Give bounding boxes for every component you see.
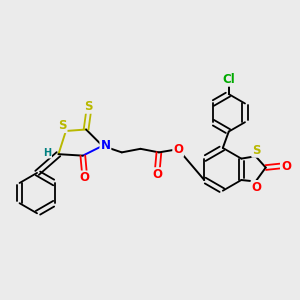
Text: O: O	[251, 181, 262, 194]
Text: O: O	[79, 171, 89, 184]
Text: S: S	[58, 119, 67, 132]
Text: N: N	[100, 139, 110, 152]
Text: O: O	[173, 143, 183, 156]
Text: H: H	[43, 148, 51, 158]
Text: S: S	[252, 144, 261, 157]
Text: S: S	[84, 100, 93, 113]
Text: Cl: Cl	[222, 73, 235, 86]
Text: O: O	[281, 160, 291, 172]
Text: O: O	[152, 168, 162, 181]
